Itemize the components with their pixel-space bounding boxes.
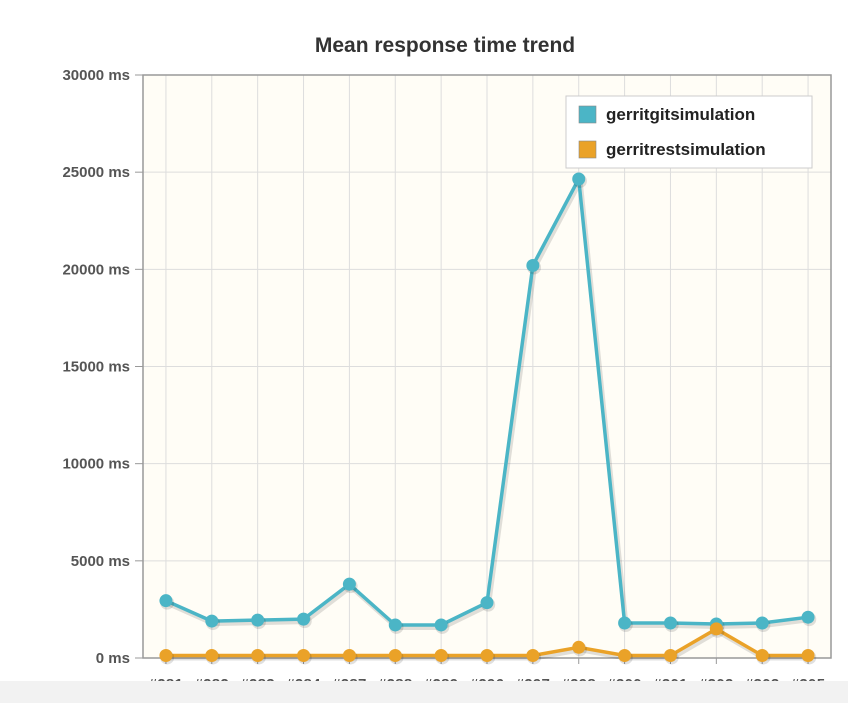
- x-tick-label: #305: [791, 676, 826, 681]
- data-point-gerritrestsimulation-#282[interactable]: [205, 648, 219, 662]
- data-point-gerritrestsimulation-#298[interactable]: [572, 640, 586, 654]
- x-tick-label: #301: [653, 676, 688, 681]
- legend-label-gerritrestsimulation: gerritrestsimulation: [606, 140, 766, 159]
- bottom-strip: [0, 681, 848, 703]
- y-tick-label: 25000 ms: [62, 164, 130, 181]
- x-tick-label: #284: [286, 676, 321, 681]
- data-point-gerritgitsimulation-#281[interactable]: [159, 594, 173, 608]
- data-point-gerritgitsimulation-#296[interactable]: [480, 596, 494, 610]
- x-tick-label: #303: [745, 676, 780, 681]
- grid-lines: [143, 75, 831, 658]
- data-point-gerritrestsimulation-#281[interactable]: [159, 648, 173, 662]
- data-point-gerritrestsimulation-#288[interactable]: [388, 648, 402, 662]
- data-point-gerritrestsimulation-#289[interactable]: [434, 648, 448, 662]
- data-point-gerritgitsimulation-#289[interactable]: [434, 618, 448, 632]
- data-point-gerritgitsimulation-#301[interactable]: [663, 616, 677, 630]
- x-tick-label: #282: [195, 676, 230, 681]
- data-point-gerritgitsimulation-#298[interactable]: [572, 172, 586, 186]
- data-point-gerritrestsimulation-#300[interactable]: [618, 648, 632, 662]
- data-point-gerritgitsimulation-#300[interactable]: [618, 616, 632, 630]
- y-tick-label: 15000 ms: [62, 359, 130, 376]
- data-point-gerritgitsimulation-#297[interactable]: [526, 258, 540, 272]
- y-tick-label: 5000 ms: [71, 553, 130, 570]
- mean-response-time-chart: Mean response time trend 0 ms 5000 ms 1000…: [62, 34, 832, 681]
- data-point-gerritrestsimulation-#303[interactable]: [755, 648, 769, 662]
- data-point-gerritrestsimulation-#301[interactable]: [663, 648, 677, 662]
- legend-swatch-gerritrestsimulation: [578, 140, 597, 159]
- x-tick-label: #283: [240, 676, 275, 681]
- legend: gerritgitsimulation gerritrestsimulation: [565, 95, 813, 169]
- y-tick-label: 20000 ms: [62, 261, 130, 278]
- data-point-gerritgitsimulation-#284[interactable]: [297, 612, 311, 626]
- x-tick-label: #287: [332, 676, 367, 681]
- data-point-gerritrestsimulation-#305[interactable]: [801, 648, 815, 662]
- y-tick-label: 10000 ms: [62, 456, 130, 473]
- data-point-gerritgitsimulation-#283[interactable]: [251, 613, 265, 627]
- data-point-gerritrestsimulation-#297[interactable]: [526, 648, 540, 662]
- data-point-gerritrestsimulation-#284[interactable]: [297, 648, 311, 662]
- x-tick-label: #297: [516, 676, 551, 681]
- data-point-gerritgitsimulation-#288[interactable]: [388, 618, 402, 632]
- y-tick-label: 0 ms: [96, 650, 130, 667]
- x-axis-ticks: #281 #282 #283 #284 #287 #288 #289 #296 #297 #298…: [149, 658, 826, 681]
- data-point-gerritgitsimulation-#287[interactable]: [342, 577, 356, 591]
- y-tick-label: 30000 ms: [62, 67, 130, 84]
- x-tick-label: #288: [378, 676, 413, 681]
- x-tick-label: #298: [561, 676, 596, 681]
- y-axis-ticks: 0 ms 5000 ms 10000 ms 15000 ms 20000 ms 25000…: [62, 67, 143, 667]
- x-tick-label: #300: [607, 676, 642, 681]
- data-point-gerritgitsimulation-#282[interactable]: [205, 614, 219, 628]
- x-tick-label: #289: [424, 676, 459, 681]
- legend-swatch-gerritgitsimulation: [578, 105, 597, 124]
- x-tick-label: #281: [149, 676, 184, 681]
- legend-box: [565, 95, 813, 169]
- data-point-gerritrestsimulation-#302[interactable]: [709, 622, 723, 636]
- x-tick-label: #302: [699, 676, 734, 681]
- series-layer: [159, 172, 817, 665]
- data-point-gerritgitsimulation-#305[interactable]: [801, 610, 815, 624]
- legend-label-gerritgitsimulation: gerritgitsimulation: [606, 105, 755, 124]
- data-point-gerritrestsimulation-#287[interactable]: [342, 648, 356, 662]
- x-tick-label: #296: [470, 676, 505, 681]
- data-point-gerritrestsimulation-#296[interactable]: [480, 648, 494, 662]
- chart-title: Mean response time trend: [315, 34, 575, 57]
- data-point-gerritgitsimulation-#303[interactable]: [755, 616, 769, 630]
- data-point-gerritrestsimulation-#283[interactable]: [251, 648, 265, 662]
